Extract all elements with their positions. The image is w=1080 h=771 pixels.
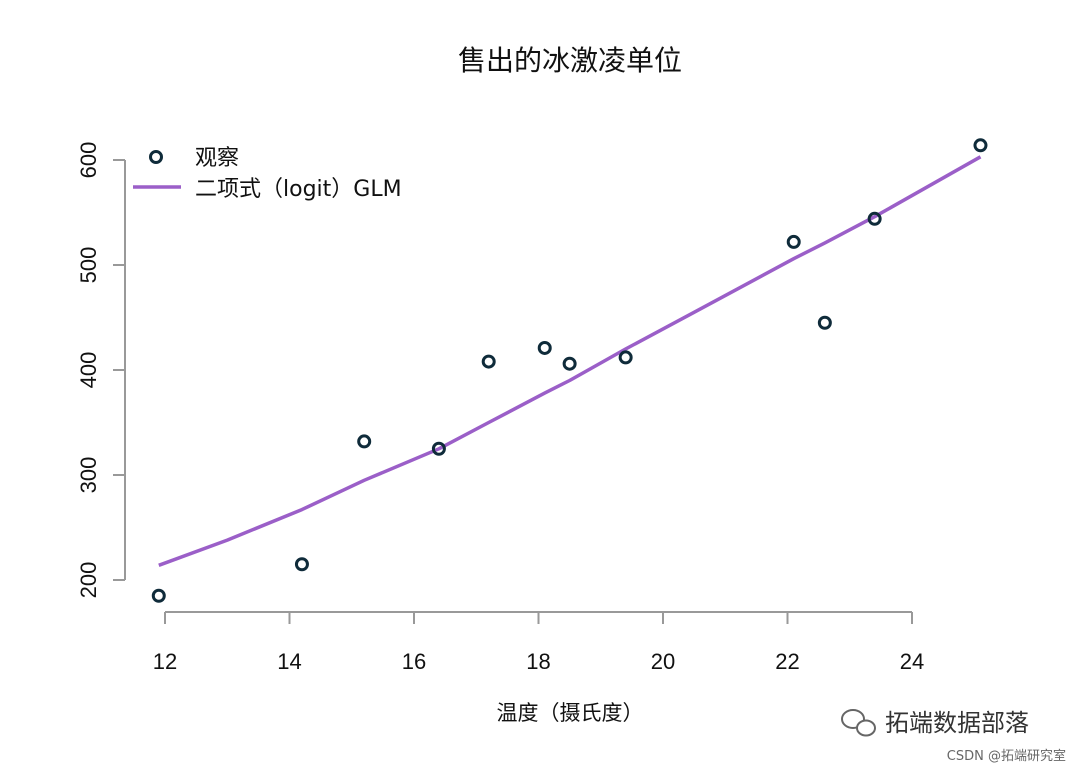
y-tick-label-600: 600	[76, 142, 101, 179]
y-tick-label-400: 400	[76, 352, 101, 389]
data-point-11	[973, 138, 988, 153]
watermark-brand: 拓端数据部落	[885, 709, 1029, 737]
data-point-7	[618, 350, 633, 365]
watermark-source: CSDN @拓端研究室	[947, 748, 1066, 764]
y-axis: 200 300 400 500 600	[76, 142, 126, 599]
x-tick-label-18: 18	[526, 649, 550, 674]
x-tick-label-16: 16	[402, 649, 426, 674]
data-point-5	[537, 340, 552, 355]
data-point-6	[562, 356, 577, 371]
data-point-2	[357, 434, 372, 449]
legend-marker-observed	[149, 150, 163, 164]
x-axis-label: 温度（摄氏度）	[497, 701, 644, 725]
data-point-4	[481, 354, 496, 369]
x-tick-label-24: 24	[900, 649, 924, 674]
legend-label-observed: 观察	[195, 146, 239, 171]
y-tick-label-200: 200	[76, 562, 101, 599]
data-point-0	[151, 588, 166, 603]
data-point-9	[817, 315, 832, 330]
legend: 观察 二项式（logit）GLM	[133, 146, 402, 202]
x-tick-label-14: 14	[277, 649, 301, 674]
watermark: 拓端数据部落 CSDN @拓端研究室	[841, 709, 1066, 764]
plot-area	[151, 138, 988, 603]
x-tick-label-12: 12	[153, 649, 177, 674]
x-tick-label-20: 20	[651, 649, 675, 674]
chart-title: 售出的冰激凌单位	[458, 44, 682, 77]
glm-fit-line	[158, 155, 982, 567]
y-tick-label-500: 500	[76, 247, 101, 284]
data-point-10	[867, 211, 882, 226]
data-point-8	[786, 234, 801, 249]
legend-label-glm: 二项式（logit）GLM	[195, 177, 402, 202]
data-point-3	[431, 441, 446, 456]
x-tick-label-22: 22	[775, 649, 799, 674]
x-axis: 12 14 16 18 20 22 24	[153, 611, 924, 674]
data-point-1	[294, 557, 309, 572]
y-tick-label-300: 300	[76, 457, 101, 494]
wechat-icon	[841, 709, 876, 737]
